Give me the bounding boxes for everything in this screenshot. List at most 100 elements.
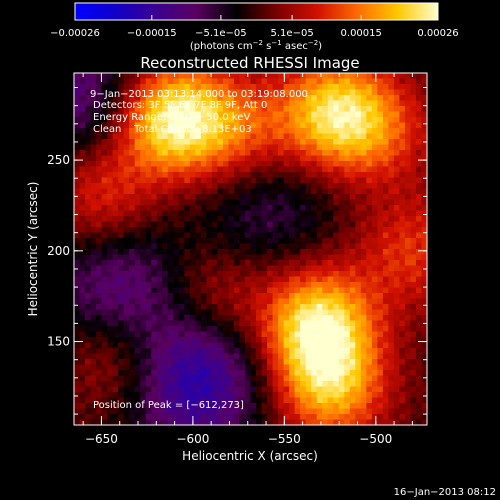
heatmap-cell — [344, 419, 351, 425]
heatmap-cell — [421, 95, 427, 101]
heatmap-cell — [300, 205, 307, 211]
heatmap-cell — [123, 144, 130, 151]
heatmap-cell — [167, 287, 174, 294]
heatmap-cell — [278, 249, 284, 255]
heatmap-cell — [244, 381, 251, 387]
heatmap-cell — [162, 227, 169, 233]
heatmap-cell — [382, 210, 389, 217]
heatmap-cell — [327, 210, 334, 217]
heatmap-cell — [256, 95, 262, 101]
heatmap-cell — [90, 243, 97, 250]
heatmap-cell — [333, 375, 340, 382]
heatmap-cell — [189, 408, 196, 415]
heatmap-cell — [344, 100, 351, 107]
heatmap-cell — [377, 414, 384, 420]
heatmap-cell — [145, 95, 152, 101]
heatmap-cell — [289, 194, 296, 200]
heatmap-cell — [145, 73, 152, 79]
heatmap-cell — [272, 320, 279, 327]
heatmap-cell — [256, 122, 262, 129]
heatmap-cell — [195, 359, 202, 365]
heatmap-cell — [272, 419, 279, 425]
heatmap-cell — [96, 243, 102, 250]
heatmap-cell — [123, 408, 130, 415]
heatmap-cell — [415, 381, 422, 387]
heatmap-cell — [366, 73, 373, 79]
heatmap-cell — [399, 216, 406, 222]
heatmap-cell — [349, 183, 356, 189]
heatmap-cell — [189, 84, 196, 90]
heatmap-cell — [222, 122, 229, 129]
heatmap-cell — [200, 111, 207, 118]
heatmap-cell — [399, 276, 406, 283]
heatmap-cell — [382, 199, 389, 206]
heatmap-cell — [134, 199, 141, 206]
heatmap-cell — [322, 265, 329, 272]
heatmap-cell — [399, 392, 406, 398]
heatmap-cell — [344, 403, 351, 409]
heatmap-cell — [107, 117, 114, 123]
heatmap-cell — [250, 315, 257, 321]
heatmap-cell — [107, 304, 114, 310]
heatmap-cell — [283, 271, 290, 277]
heatmap-cell — [338, 348, 345, 354]
heatmap-cell — [283, 221, 290, 228]
heatmap-cell — [162, 254, 169, 261]
heatmap-cell — [151, 106, 158, 112]
heatmap-cell — [118, 282, 125, 288]
annotation-counts: Clean Total Counts: 8.13E+03 — [93, 124, 252, 135]
heatmap-cell — [167, 348, 174, 354]
heatmap-cell — [107, 282, 114, 288]
heatmap-cell — [256, 271, 262, 277]
heatmap-cell — [244, 210, 251, 217]
heatmap-cell — [123, 177, 130, 184]
heatmap-cell — [278, 111, 284, 118]
heatmap-cell — [388, 188, 395, 195]
heatmap-cell — [195, 95, 202, 101]
heatmap-cell — [96, 353, 102, 360]
heatmap-cell — [107, 397, 114, 404]
heatmap-cell — [195, 414, 202, 420]
heatmap-cell — [399, 381, 406, 387]
heatmap-cell — [167, 304, 174, 310]
heatmap-cell — [311, 216, 318, 222]
heatmap-cell — [322, 139, 329, 145]
heatmap-cell — [107, 348, 114, 354]
heatmap-cell — [300, 403, 307, 409]
heatmap-cell — [79, 111, 86, 118]
heatmap-cell — [415, 287, 422, 294]
heatmap-cell — [410, 375, 417, 382]
heatmap-cell — [305, 403, 312, 409]
heatmap-cell — [145, 249, 152, 255]
heatmap-cell — [300, 260, 307, 266]
heatmap-cell — [145, 304, 152, 310]
heatmap-cell — [211, 386, 218, 393]
heatmap-cell — [173, 210, 180, 217]
heatmap-cell — [134, 84, 141, 90]
heatmap-cell — [256, 254, 262, 261]
heatmap-cell — [79, 408, 86, 415]
heatmap-cell — [338, 73, 345, 79]
heatmap-cell — [233, 238, 240, 244]
colorbar-tick-label: −0.00015 — [127, 28, 177, 39]
heatmap-cell — [261, 364, 268, 371]
heatmap-cell — [393, 183, 400, 189]
heatmap-cell — [316, 221, 323, 228]
heatmap-cell — [322, 320, 329, 327]
heatmap-cell — [222, 381, 229, 387]
heatmap-cell — [184, 260, 191, 266]
heatmap-cell — [206, 199, 213, 206]
heatmap-cell — [300, 326, 307, 332]
heatmap-cell — [233, 155, 240, 162]
heatmap-cell — [129, 122, 136, 129]
heatmap-cell — [178, 359, 185, 365]
heatmap-cell — [162, 210, 169, 217]
heatmap-cell — [382, 227, 389, 233]
heatmap-cell — [316, 243, 323, 250]
heatmap-cell — [366, 100, 373, 107]
heatmap-cell — [167, 100, 174, 107]
heatmap-cell — [217, 100, 224, 107]
heatmap-cell — [415, 243, 422, 250]
heatmap-cell — [294, 111, 301, 118]
heatmap-cell — [167, 111, 174, 118]
